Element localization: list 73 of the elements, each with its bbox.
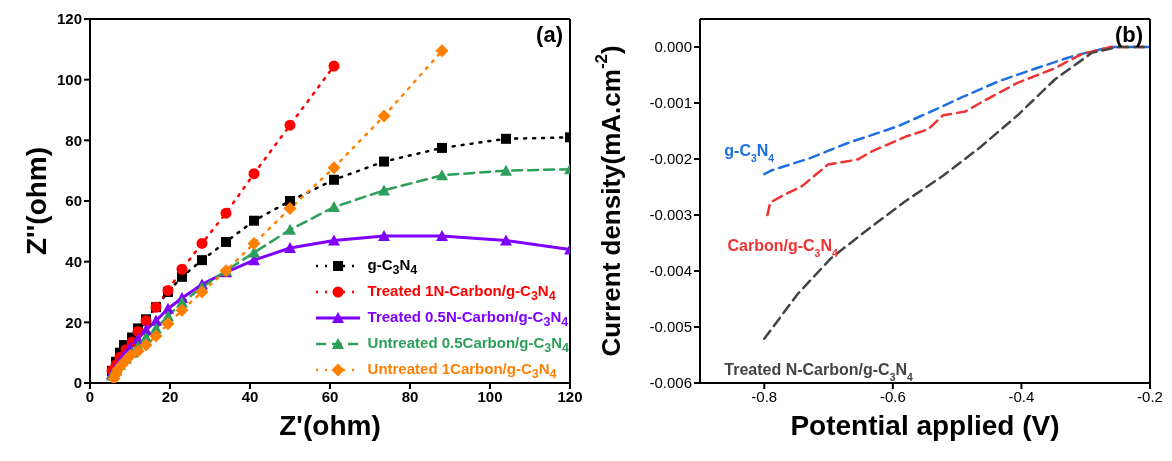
point: [197, 255, 207, 266]
y-tick-label: 0.000: [654, 38, 692, 56]
point: [378, 184, 390, 196]
point: [149, 329, 163, 343]
point: [284, 119, 296, 131]
point: [437, 142, 447, 153]
point: [284, 242, 296, 254]
x-tick-label: 60: [321, 387, 339, 405]
point: [196, 237, 208, 249]
y-tick-label: 80: [65, 131, 82, 149]
point: [195, 285, 209, 299]
x-tick-label: 40: [241, 387, 259, 405]
legend-label: Treated 0.5N-Carbon/g-C$_{3}$N$_{4}$: [367, 307, 569, 329]
point: [328, 201, 340, 213]
y-tick-label: 20: [65, 313, 82, 331]
point: [123, 349, 137, 363]
point: [175, 303, 189, 317]
point: [379, 156, 389, 167]
point: [327, 161, 341, 175]
point: [328, 234, 340, 246]
x-axis-title: Z'(ohm): [279, 410, 381, 441]
point: [131, 344, 145, 358]
text: Treated N-Carbon/g-C$_{3}$N$_{4}$: [724, 360, 913, 383]
x-tick-label: -0.6: [879, 387, 906, 405]
point: [249, 215, 259, 226]
y-tick-label: -0.005: [649, 318, 692, 336]
point: [501, 133, 511, 144]
point: [378, 229, 390, 241]
point: [176, 263, 188, 275]
annotation: (a): [536, 22, 563, 48]
x-tick-label: 80: [401, 387, 419, 405]
x-tick-label: -0.4: [1008, 387, 1035, 405]
x-tick-label: 120: [557, 387, 583, 405]
series-label: g-C$_{3}$N$_{4}$: [724, 142, 775, 164]
point: [247, 236, 261, 250]
point: [221, 236, 231, 247]
point: [161, 317, 175, 331]
x-tick-label: -0.2: [1137, 387, 1163, 405]
point: [436, 229, 448, 241]
legend-label: g-C$_{3}$N$_{4}$: [367, 255, 418, 277]
y-tick-label: -0.001: [649, 94, 692, 112]
y-tick-label: 60: [65, 192, 82, 210]
y-axis-title: Z''(ohm): [20, 146, 52, 256]
x-axis-title: Potential applied (V): [790, 410, 1060, 441]
point: [377, 109, 391, 123]
y-tick-label: -0.004: [649, 262, 692, 280]
y-tick-label: 40: [65, 252, 82, 270]
annotation: (b): [1114, 22, 1143, 48]
x-tick-label: 20: [161, 387, 179, 405]
y-tick-label: -0.002: [649, 150, 692, 168]
text: Carbon/g-C$_{3}$N$_{4}$: [727, 237, 838, 259]
y-tick-label: 100: [56, 70, 82, 88]
point: [436, 169, 448, 181]
point: [284, 223, 296, 235]
y-tick-label: 120: [56, 10, 82, 28]
legend-label: Treated 1N-Carbon/g-C$_{3}$N$_{4}$: [367, 281, 556, 303]
legend-label: Untreated 0.5Carbon/g-C$_{3}$N$_{4}$: [367, 333, 569, 355]
y-tick-label: -0.003: [649, 206, 692, 224]
x-tick-label: -0.8: [751, 387, 778, 405]
point: [220, 207, 232, 219]
point: [329, 174, 339, 185]
point: [283, 202, 297, 216]
x-tick-label: 100: [477, 387, 503, 405]
y-tick-label: -0.006: [649, 374, 692, 392]
y-tick-label: 0: [73, 374, 82, 392]
point: [248, 168, 260, 180]
point: [328, 60, 340, 72]
legend-label: Untreated 1Carbon/g-C$_{3}$N$_{4}$: [367, 359, 557, 381]
point: [435, 44, 449, 58]
point: [500, 164, 512, 176]
x-tick-label: 0: [85, 387, 95, 405]
point: [139, 338, 153, 352]
point: [500, 234, 512, 246]
